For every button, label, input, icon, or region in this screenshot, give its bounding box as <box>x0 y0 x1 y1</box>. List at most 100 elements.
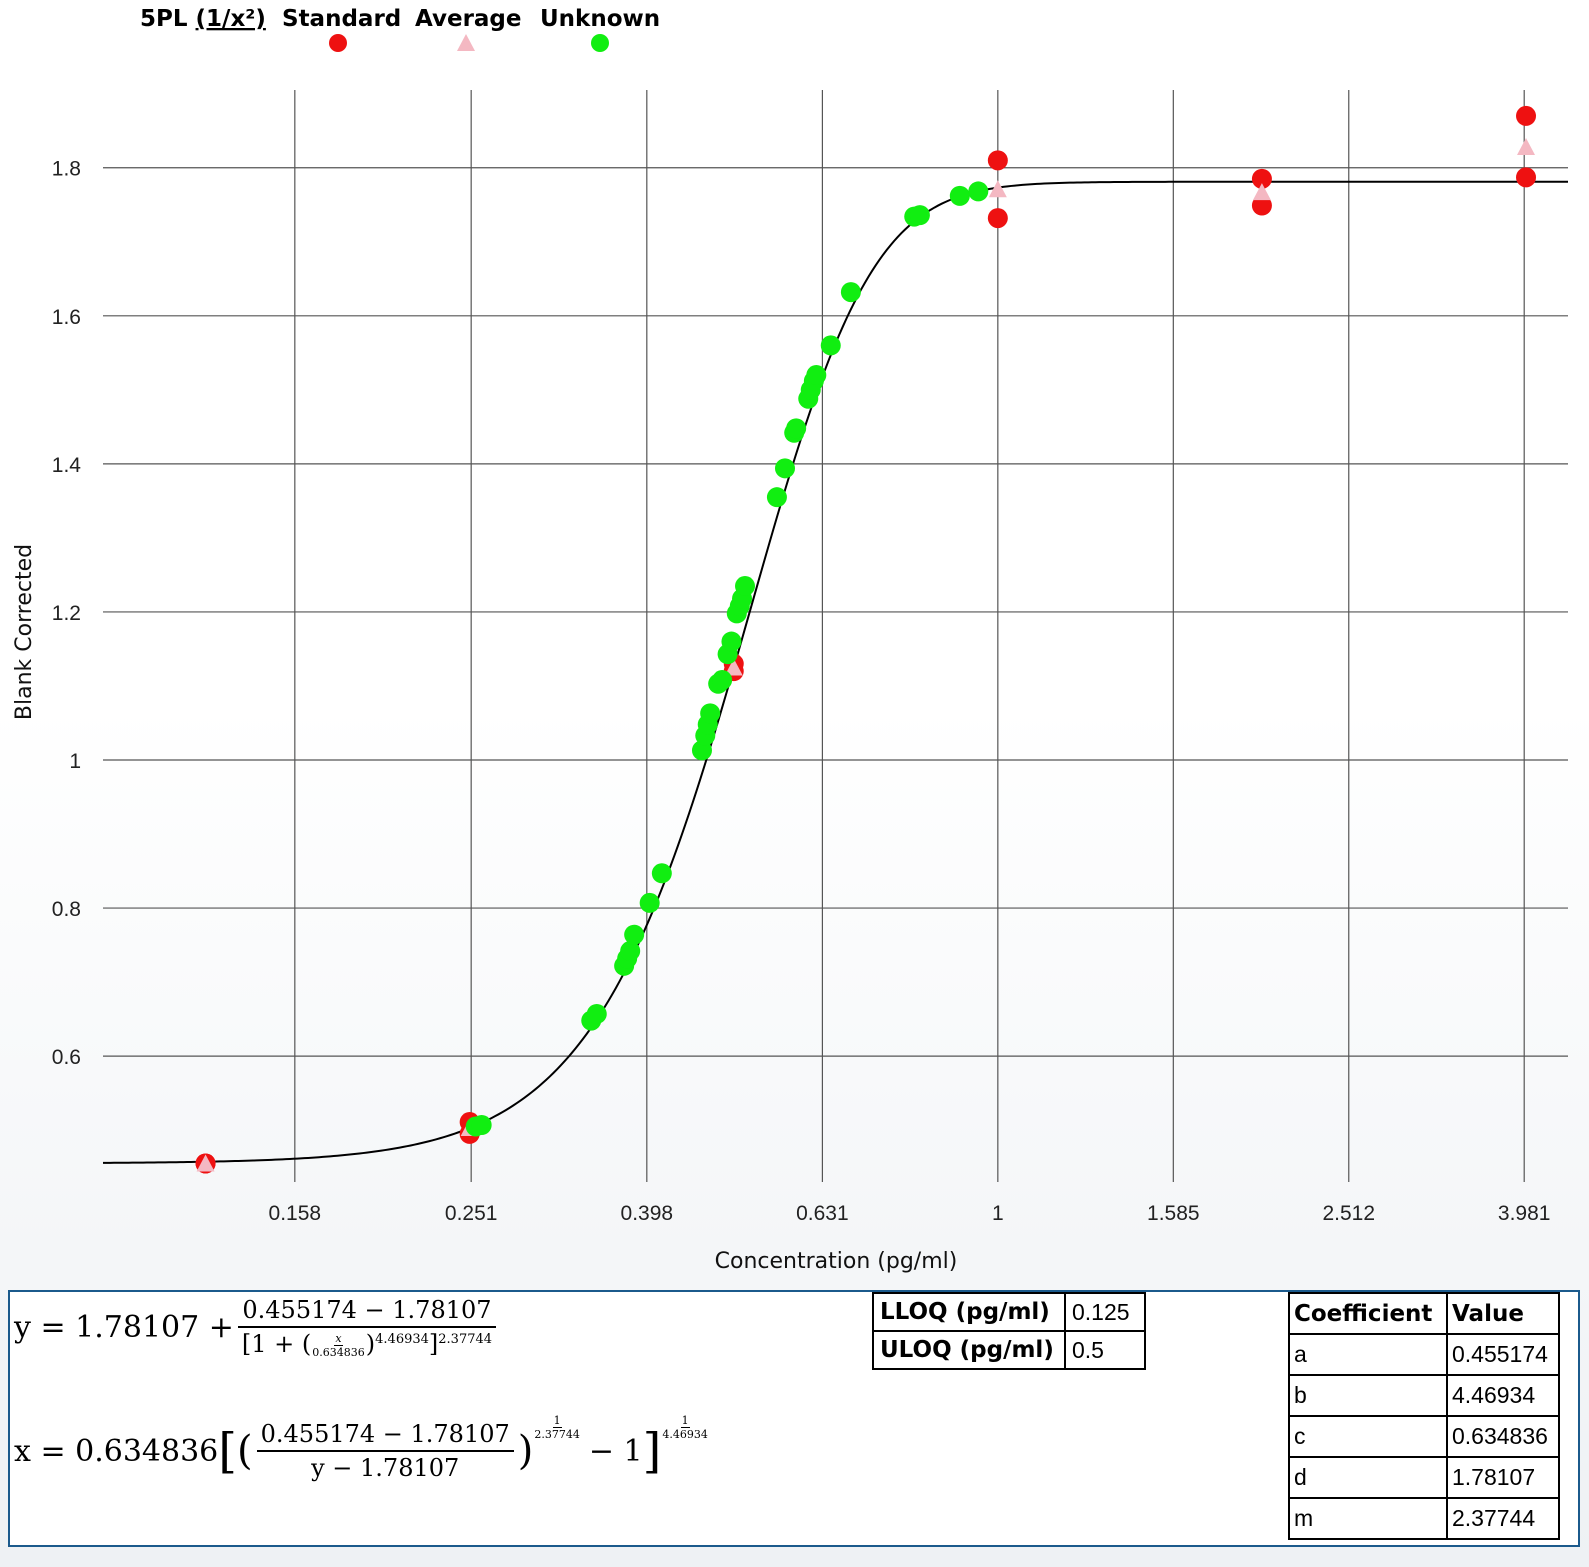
legend-unknown-label: Unknown <box>540 6 660 32</box>
standard-point <box>1516 167 1537 188</box>
tick-labels: 0.158 0.251 0.398 0.631 1 1.585 2.512 3.981 0.6 0… <box>52 158 1551 1225</box>
y-tick-label: 0.6 <box>52 1046 81 1069</box>
x-tick-label: 3.981 <box>1498 1202 1551 1225</box>
unknown-point <box>700 703 721 724</box>
coef-name: b <box>1288 1374 1448 1417</box>
average-point <box>196 1154 215 1172</box>
y-eq-numerator: 0.455174 − 1.78107 <box>238 1296 496 1328</box>
table-row: d 1.78107 <box>1288 1456 1560 1499</box>
unknown-point <box>639 892 660 913</box>
unknown-point <box>471 1114 492 1135</box>
outer-exponent: 1 4.46934 <box>661 1414 709 1441</box>
unknown-point <box>620 941 641 962</box>
table-row: a 0.455174 <box>1288 1333 1560 1376</box>
unknown-point <box>721 631 742 652</box>
table-header-row: Coefficient Value <box>1288 1292 1560 1335</box>
coef-name: d <box>1288 1456 1448 1499</box>
standard-point <box>1251 195 1272 216</box>
x-tick-label: 1.585 <box>1147 1202 1200 1225</box>
legend-average-marker <box>457 34 475 51</box>
y-eq-denominator: [1 + (x 0.634836)4.46934]2.37744 <box>241 1330 493 1359</box>
average-point <box>724 658 743 676</box>
coef-value: 0.455174 <box>1446 1333 1560 1376</box>
standard-point <box>987 150 1008 171</box>
inner-exponent: 1 2.37744 <box>533 1414 581 1441</box>
grid <box>103 90 1568 1182</box>
x-tick-label: 0.631 <box>796 1202 849 1225</box>
unknown-point <box>968 181 989 202</box>
unknown-point <box>712 670 733 691</box>
x-var: x <box>334 1332 343 1346</box>
minus-one: − 1 <box>588 1433 643 1469</box>
y-axis-title: Blank Corrected <box>12 544 37 720</box>
c-val: 0.634836 <box>312 1346 365 1359</box>
uloq-label: ULOQ (pg/ml) <box>872 1330 1066 1370</box>
lloq-value: 0.125 <box>1064 1292 1146 1332</box>
y-tick-label: 1.4 <box>52 454 82 477</box>
y-eq-den-open: [1 + ( <box>241 1330 312 1358</box>
standard-curve-chart: 5PL (1/x²) Standard Average Unknown 0.15… <box>12 6 1568 1274</box>
y-tick-label: 0.8 <box>52 898 81 921</box>
x-tick-label: 0.398 <box>621 1202 674 1225</box>
x-over-c: x 0.634836 <box>311 1332 366 1359</box>
legend-model-label: 5PL (1/x²) <box>140 6 266 32</box>
coef-name: m <box>1288 1497 1448 1540</box>
unknown-point <box>766 487 787 508</box>
average-point <box>1517 138 1536 156</box>
coef-value: 2.37744 <box>1446 1497 1560 1540</box>
x-tick-label: 1 <box>992 1202 1004 1225</box>
table-row: ULOQ (pg/ml) 0.5 <box>872 1330 1146 1370</box>
legend-average-label: Average <box>415 6 522 32</box>
coef-name: c <box>1288 1415 1448 1458</box>
y-tick-label: 1 <box>69 750 81 773</box>
unknown-point <box>949 185 970 206</box>
unknown-point <box>735 576 756 597</box>
inner-exp-den: 2.37744 <box>534 1428 580 1441</box>
unknown-point <box>840 282 861 303</box>
x-equation: x = 0.634836 [( 0.455174 − 1.78107 y − 1… <box>14 1414 708 1482</box>
average-point <box>1252 183 1271 201</box>
unknown-point <box>586 1003 607 1024</box>
legend-standard-label: Standard <box>282 6 401 32</box>
x-eq-denominator: y − 1.78107 <box>311 1454 460 1482</box>
y-eq-fraction: 0.455174 − 1.78107 [1 + (x 0.634836)4.469… <box>238 1296 496 1359</box>
x-eq-fraction: 0.455174 − 1.78107 y − 1.78107 <box>256 1420 514 1482</box>
x-tick-label: 2.512 <box>1322 1202 1375 1225</box>
coefficient-table: Coefficient Value a 0.455174 b 4.46934 c… <box>1288 1292 1560 1540</box>
unknown-point <box>624 924 645 945</box>
table-row: m 2.37744 <box>1288 1497 1560 1540</box>
b-exponent: 4.46934 <box>375 1332 429 1347</box>
value-header: Value <box>1446 1292 1560 1335</box>
table-row: c 0.634836 <box>1288 1415 1560 1458</box>
x-tick-label: 0.251 <box>445 1202 498 1225</box>
coef-value: 4.46934 <box>1446 1374 1560 1417</box>
outer-exp-num: 1 <box>680 1414 690 1428</box>
x-tick-label: 0.158 <box>269 1202 322 1225</box>
y-tick-label: 1.6 <box>52 306 81 329</box>
m-exponent: 2.37744 <box>438 1332 493 1347</box>
table-row: b 4.46934 <box>1288 1374 1560 1417</box>
legend-unknown-marker <box>591 34 609 52</box>
unknown-point <box>806 365 827 386</box>
unknown-point <box>820 335 841 356</box>
y-tick-label: 1.8 <box>52 158 81 181</box>
standard-point <box>1516 105 1537 126</box>
average-point <box>988 180 1007 198</box>
standard-point <box>1251 168 1272 189</box>
y-tick-label: 1.2 <box>52 602 81 625</box>
loq-table: LLOQ (pg/ml) 0.125 ULOQ (pg/ml) 0.5 <box>872 1292 1146 1370</box>
uloq-value: 0.5 <box>1064 1330 1146 1370</box>
data-points <box>195 105 1537 1174</box>
legend: 5PL (1/x²) Standard Average Unknown <box>140 6 660 52</box>
unknown-point <box>774 458 795 479</box>
coefficient-header: Coefficient <box>1288 1292 1448 1335</box>
table-row: LLOQ (pg/ml) 0.125 <box>872 1292 1146 1332</box>
y-eq-lhs: y = 1.78107 + <box>14 1310 234 1345</box>
unknown-point <box>909 205 930 226</box>
unknown-point <box>651 863 672 884</box>
coef-value: 0.634836 <box>1446 1415 1560 1458</box>
x-eq-lhs: x = 0.634836 <box>14 1433 219 1469</box>
lloq-label: LLOQ (pg/ml) <box>872 1292 1066 1332</box>
inner-exp-num: 1 <box>552 1414 562 1428</box>
standard-point <box>987 208 1008 229</box>
